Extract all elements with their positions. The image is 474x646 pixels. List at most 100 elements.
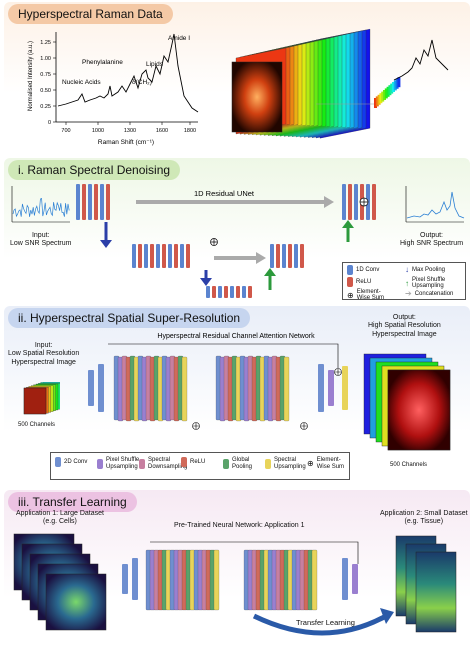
section-title: ii. Hyperspectral Spatial Super-Resoluti… [8, 308, 251, 328]
pixel-spectrum-cell [388, 85, 392, 96]
rcan-layer [181, 356, 188, 422]
unet-layer [94, 184, 98, 220]
unet-layer [100, 184, 104, 220]
raman-spectrum-line [57, 33, 199, 113]
pretrained-label: Pre-Trained Neural Network: Application … [174, 522, 305, 529]
denoise-unet-diagram: 1D Residual UNet [76, 184, 376, 298]
denoise-output-label: Output: High SNR Spectrum [400, 232, 464, 248]
section-raman-data: Hyperspectral Raman Data 0 0.25 0.50 0.75 1.… [4, 2, 470, 154]
transfer-arrow-label: Transfer Learning [296, 618, 355, 627]
x-tick-label: 1600 [156, 128, 168, 134]
x-tick-labels: 700 1000 1300 1600 1800 [61, 122, 196, 134]
unet-layer [348, 184, 352, 220]
unet-layer [342, 184, 346, 220]
tl-upsample [352, 564, 358, 594]
unet-layer [180, 244, 184, 268]
app1-label: Application 1: Large Dataset (e.g. Cells) [16, 510, 104, 526]
pixel-spectrum-cell [374, 98, 377, 108]
peak-amide-i: Amide I [168, 35, 190, 42]
pixel-spectrum-cell [390, 83, 394, 94]
unet-layer [76, 184, 80, 220]
app2-image-stack [395, 535, 457, 633]
app2-image [415, 551, 457, 633]
unet-layer [174, 244, 178, 268]
unet-layer [300, 244, 304, 268]
sr-legend-item: Pixel Shuffle Upsampling [97, 457, 139, 470]
tl-layer [213, 549, 220, 611]
sr-input-label: Input: Low Spatial Resolution Hyperspectra… [8, 342, 80, 366]
unet-layer [248, 286, 252, 298]
section-title: Hyperspectral Raman Data [8, 4, 173, 24]
section-transfer-learning: iii. Transfer Learning Application 1: La… [4, 490, 470, 644]
y-tick-label: 0.25 [40, 104, 51, 110]
unet-layer [242, 286, 246, 298]
unet-layer [372, 184, 376, 220]
pixel-spectrum-cell [384, 88, 388, 99]
x-tick-label: 1300 [124, 128, 136, 134]
unet-layer [132, 244, 136, 268]
transfer-arrow [252, 608, 394, 636]
sr-input-channels: 500 Channels [18, 422, 56, 428]
rcan-input-conv [88, 370, 94, 406]
tl-head-conv [132, 558, 138, 600]
sr-legend-item: Spectral Downsampling [139, 457, 187, 470]
legend-sum: ⊕ Element- Wise Sum [347, 289, 385, 301]
x-axis-label: Raman Shift (cm⁻¹) [98, 139, 154, 146]
denoise-input-label: Input: Low SNR Spectrum [10, 232, 72, 248]
tl-tail-conv [342, 558, 348, 600]
sr-output-cube [363, 353, 451, 451]
x-tick-label: 1000 [92, 128, 104, 134]
unet-layer [106, 184, 110, 220]
unet-layer [212, 286, 216, 298]
legend-relu: ReLU [347, 277, 371, 287]
pixel-spectrum-cell [381, 91, 385, 102]
unet-layer [276, 244, 280, 268]
sr-legend-item: Global Pooling [223, 457, 252, 470]
unet-label: 1D Residual UNet [194, 189, 255, 198]
unet-layer [186, 244, 190, 268]
pixel-spectrum-cell [379, 93, 383, 104]
section-title: i. Raman Spectral Denoising [8, 160, 181, 180]
rcan-tail-conv [318, 364, 324, 412]
pixel-spectrum-cell [377, 94, 381, 105]
peak-nucleic-acids: Nucleic Acids [62, 79, 101, 86]
sr-legend-item: ReLU [181, 457, 205, 467]
y-axis-label: Normalised Intensity (a.u.) [28, 41, 34, 111]
pixel-spectrum-cell [375, 96, 379, 107]
rcan-label: Hyperspectral Residual Channel Attention… [157, 333, 315, 340]
unet-layer [144, 244, 148, 268]
unet-layer [218, 286, 222, 298]
output-spectrum-line [393, 39, 449, 81]
pixel-spectrum-cell [383, 90, 386, 100]
unet-layer [354, 184, 358, 220]
rcan-layer [283, 356, 290, 422]
unet-layer [88, 184, 92, 220]
sr-legend-item: ⊕ Element- Wise Sum [307, 457, 345, 470]
sr-output-channels: 500 Channels [390, 462, 428, 468]
pretrained-diagram [122, 541, 359, 611]
unet-layer [82, 184, 86, 220]
peak-lipids: Lipids [146, 61, 164, 68]
legend-conv: 1D Conv [347, 265, 379, 275]
unet-layer [288, 244, 292, 268]
x-tick-label: 1800 [184, 128, 196, 134]
sr-legend-item: Spectral Upsampling [265, 457, 306, 470]
noisy-spectrum [11, 186, 70, 223]
pixel-spectrum-cell [397, 77, 401, 88]
peak-dch2: δ(CH₂) [132, 79, 152, 86]
unet-layer [168, 244, 172, 268]
section-super-resolution: ii. Hyperspectral Spatial Super-Resoluti… [4, 306, 470, 486]
sr-legend: 2D Conv Pixel Shuffle Upsampling Spectral Do… [50, 452, 350, 480]
tl-layer [311, 549, 318, 611]
rcan-diagram: Hyperspectral Residual Channel Attention… [88, 333, 348, 430]
rcan-head-conv [98, 364, 104, 412]
app2-label: Application 2: Small Dataset (e.g. Tissue… [380, 510, 468, 526]
rcan-upsample [328, 370, 334, 406]
sr-legend-item: 2D Conv [55, 457, 87, 467]
unet-layer [138, 244, 142, 268]
clean-spectrum [405, 186, 465, 223]
pixel-spectrum-cell [386, 86, 390, 97]
unet-layer [150, 244, 154, 268]
tl-input-conv [122, 564, 128, 594]
hyperspectral-cube [231, 28, 449, 139]
